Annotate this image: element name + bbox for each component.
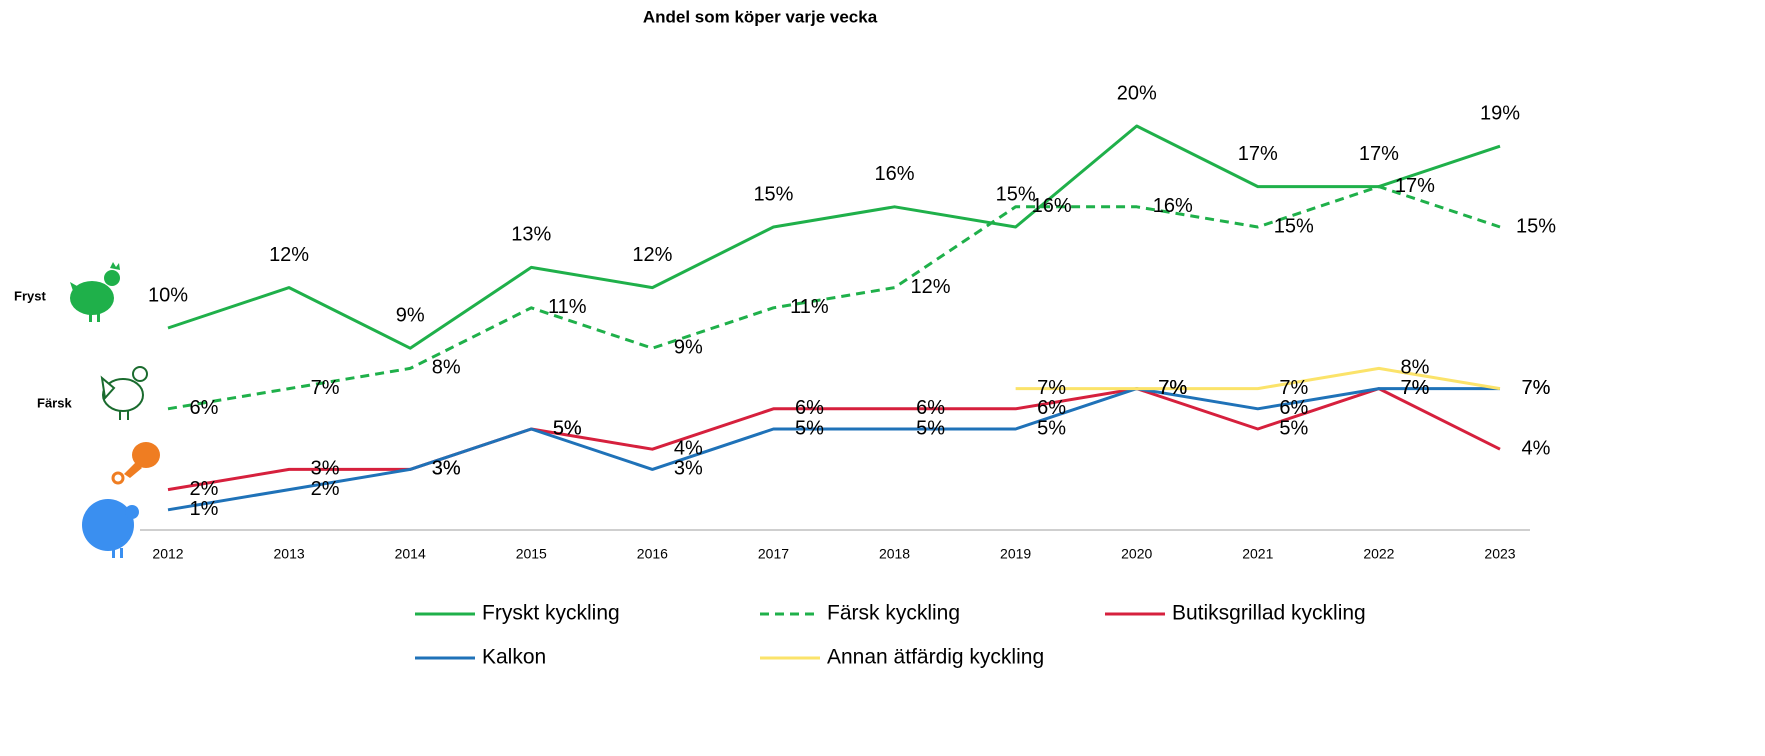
data-label: 7% [1158, 377, 1187, 399]
x-tick-label: 2018 [879, 546, 910, 562]
data-label: 5% [553, 417, 582, 439]
data-label: 6% [1279, 397, 1308, 419]
data-label: 5% [1037, 417, 1066, 439]
x-tick-label: 2022 [1363, 546, 1394, 562]
data-label: 8% [1400, 357, 1429, 379]
data-label: 16% [875, 163, 915, 185]
series-line [167, 124, 1501, 350]
x-tick-label: 2020 [1121, 546, 1152, 562]
data-label: 17% [1238, 143, 1278, 165]
data-label: 12% [269, 244, 309, 266]
chart-title: Andel som köper varje vecka [643, 7, 878, 26]
x-tick-label: 2016 [637, 546, 668, 562]
data-label: 5% [916, 417, 945, 439]
row-label: Färsk [37, 395, 72, 410]
data-label: 15% [1274, 215, 1314, 237]
data-label: 12% [632, 244, 672, 266]
data-label: 13% [511, 224, 551, 246]
data-label: 6% [916, 397, 945, 419]
data-label: 7% [311, 377, 340, 399]
data-label: 12% [911, 276, 951, 298]
data-label: 4% [1522, 437, 1551, 459]
data-label: 16% [1153, 195, 1193, 217]
data-label: 5% [795, 417, 824, 439]
data-label: 20% [1117, 82, 1157, 104]
data-label: 7% [1279, 377, 1308, 399]
data-label: 17% [1359, 143, 1399, 165]
legend-label: Kalkon [482, 646, 546, 669]
data-label: 11% [548, 296, 587, 318]
data-label: 7% [1037, 377, 1066, 399]
series-line [167, 387, 1500, 512]
x-tick-label: 2019 [1000, 546, 1031, 562]
x-tick-label: 2012 [152, 546, 183, 562]
x-tick-label: 2015 [516, 546, 547, 562]
data-label: 15% [996, 183, 1036, 205]
x-tick-label: 2023 [1484, 546, 1515, 562]
x-tick-label: 2013 [274, 546, 305, 562]
data-label: 10% [148, 284, 188, 306]
series-line [1015, 366, 1501, 391]
data-label: 15% [753, 183, 793, 205]
x-tick-label: 2021 [1242, 546, 1273, 562]
data-label: 7% [1158, 377, 1187, 399]
data-label: 6% [1037, 397, 1066, 419]
data-label: 19% [1480, 102, 1520, 124]
frozen-chicken-icon [70, 262, 120, 322]
legend-label: Annan ätfärdig kyckling [827, 646, 1044, 669]
data-label: 8% [432, 357, 461, 379]
data-label: 7% [1400, 377, 1429, 399]
data-label: 3% [674, 458, 703, 480]
data-label: 7% [1400, 377, 1429, 399]
data-label: 2% [311, 478, 340, 500]
data-label: 9% [396, 304, 425, 326]
series-line [167, 387, 1501, 492]
data-label: 6% [190, 397, 219, 419]
turkey-icon [82, 499, 139, 558]
data-label: 3% [311, 458, 340, 480]
data-label: 16% [1032, 195, 1072, 217]
legend-label: Butiksgrillad kyckling [1172, 602, 1366, 625]
data-label: 7% [1522, 377, 1551, 399]
data-label: 11% [790, 296, 829, 318]
data-label: 3% [432, 458, 461, 480]
legend-label: Fryskt kyckling [482, 602, 620, 625]
data-label: 6% [795, 397, 824, 419]
x-tick-label: 2014 [395, 546, 426, 562]
x-tick-label: 2017 [758, 546, 789, 562]
data-label: 2% [190, 478, 219, 500]
row-label: Fryst [14, 288, 46, 303]
data-label: 17% [1395, 175, 1435, 197]
data-label: 3% [432, 458, 461, 480]
data-label: 7% [1158, 377, 1187, 399]
data-label: 1% [190, 498, 219, 520]
fresh-chicken-icon [100, 366, 148, 420]
legend-label: Färsk kyckling [827, 602, 960, 625]
series-line [167, 185, 1501, 411]
data-label: 4% [674, 437, 703, 459]
data-label: 15% [1516, 215, 1556, 237]
data-label: 7% [1522, 377, 1551, 399]
drumstick-icon [111, 442, 160, 485]
data-label: 5% [553, 417, 582, 439]
data-label: 5% [1279, 417, 1308, 439]
data-label: 9% [674, 336, 703, 358]
